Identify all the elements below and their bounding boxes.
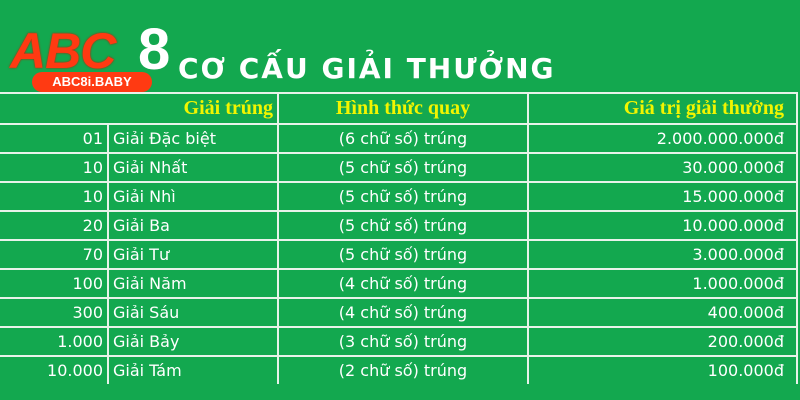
logo-domain: ABC8i.BABY (32, 72, 152, 92)
cell-method: (5 chữ số) trúng (277, 182, 528, 212)
cell-prize: Giải Nhì (107, 182, 278, 212)
header-prize: Giải trúng (0, 92, 278, 125)
header-method: Hình thức quay (277, 92, 528, 125)
cell-value: 100.000đ (527, 356, 798, 384)
cell-prize: Giải Bảy (107, 327, 278, 357)
cell-prize: Giải Nhất (107, 153, 278, 183)
cell-method: (5 chữ số) trúng (277, 153, 528, 183)
table-row: 01 Giải Đặc biệt (6 chữ số) trúng 2.000.000… (0, 124, 798, 154)
cell-method: (6 chữ số) trúng (277, 124, 528, 154)
cell-value: 200.000đ (527, 327, 798, 357)
cell-value: 2.000.000.000đ (527, 124, 798, 154)
cell-count: 01 (0, 124, 108, 154)
cell-method: (4 chữ số) trúng (277, 269, 528, 299)
cell-count: 20 (0, 211, 108, 241)
cell-value: 30.000.000đ (527, 153, 798, 183)
table-row: 300 Giải Sáu (4 chữ số) trúng 400.000đ (0, 298, 798, 328)
cell-count: 70 (0, 240, 108, 270)
table-row: 10 Giải Nhất (5 chữ số) trúng 30.000.000đ (0, 153, 798, 183)
cell-prize: Giải Đặc biệt (107, 124, 278, 154)
cell-method: (3 chữ số) trúng (277, 327, 528, 357)
cell-count: 10.000 (47, 361, 103, 380)
cell-prize: Giải Ba (107, 211, 278, 241)
cell-prize: Giải Sáu (107, 298, 278, 328)
cell-prize: Giải Tư (107, 240, 278, 270)
cell-prize: Giải Năm (107, 269, 278, 299)
table-row: 20 Giải Ba (5 chữ số) trúng 10.000.000đ (0, 211, 798, 241)
table-row: 70 Giải Tư (5 chữ số) trúng 3.000.000đ (0, 240, 798, 270)
cell-count: 300 (0, 298, 108, 328)
cell-method: (4 chữ số) trúng (277, 298, 528, 328)
table-row: 100 Giải Năm (4 chữ số) trúng 1.000.000đ (0, 269, 798, 299)
cell-value: 400.000đ (527, 298, 798, 328)
cell-value: 15.000.000đ (527, 182, 798, 212)
cell-prize: Giải Tám (107, 356, 278, 384)
cell-value: 3.000.000đ (527, 240, 798, 270)
cell-count: 100 (0, 269, 108, 299)
cell-count: 10 (0, 153, 108, 183)
cell-value: 10.000.000đ (527, 211, 798, 241)
table-header-row: Giải trúng Hình thức quay Giá trị giải t… (0, 92, 798, 125)
cell-count: 10 (0, 182, 108, 212)
header-value: Giá trị giải thưởng (527, 92, 798, 125)
abc8-logo: ABC 8 ABC8i.BABY (10, 17, 185, 94)
cell-method: (5 chữ số) trúng (277, 240, 528, 270)
logo-digit: 8 (138, 17, 171, 82)
cell-method: (2 chữ số) trúng (277, 356, 528, 384)
table-row: 10 Giải Nhì (5 chữ số) trúng 15.000.000đ (0, 182, 798, 212)
cell-method: (5 chữ số) trúng (277, 211, 528, 241)
table-row: 1.000 Giải Bảy (3 chữ số) trúng 200.000đ (0, 327, 798, 357)
cell-value: 1.000.000đ (527, 269, 798, 299)
cell-count: 1.000 (0, 327, 108, 357)
logo-text: ABC (10, 23, 116, 79)
page-title: CƠ CẤU GIẢI THƯỞNG (178, 52, 556, 85)
prize-table: Giải trúng Hình thức quay Giá trị giải t… (0, 92, 798, 384)
table-row: 10.000 Giải Tám (2 chữ số) trúng 100.000đ (0, 356, 798, 384)
